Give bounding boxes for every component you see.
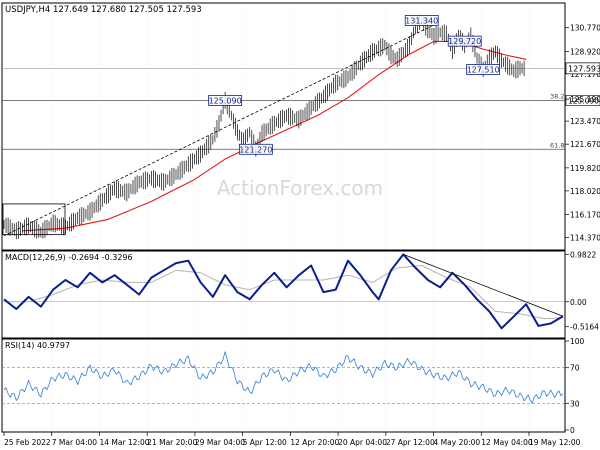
x-tick-label: 5 Apr 12:00 [243, 438, 287, 447]
price-annotation-label: 121.270 [239, 145, 272, 154]
last-price-box [565, 62, 600, 75]
x-tick-label: 14 Mar 12:00 [99, 438, 149, 447]
fib-level-tag-box [565, 95, 600, 106]
x-tick-label: 25 Feb 2022 [4, 438, 51, 447]
macd-y-tick-label: 0.00 [570, 298, 587, 307]
rsi-y-tick-label: 0 [570, 426, 575, 435]
price-y-ticks: 130.770 128.920 127.170 125.190 123.470 121.6… [565, 24, 600, 243]
rsi-line [3, 351, 564, 404]
rsi-y-ticks: 100 70 30 0 [565, 337, 585, 435]
x-tick-label: 29 Mar 04:00 [195, 438, 245, 447]
price-y-tick-label: 125.190 [570, 95, 600, 104]
price-header: USDJPY,H4 127.649 127.680 127.505 127.59… [5, 5, 202, 15]
x-tick-label: 27 Apr 12:00 [386, 438, 435, 447]
x-tick-label: 4 May 20:00 [434, 438, 481, 447]
rsi-grid [2, 367, 565, 404]
consolidation-box [2, 203, 66, 236]
price-y-tick-label: 114.370 [570, 234, 600, 243]
watermark: ActionForex.com [217, 176, 383, 200]
fib-levels: 38.2 125.090 61.8 [2, 92, 600, 150]
rsi-title: RSI(14) 40.9797 [5, 341, 70, 350]
price-annotation-box [447, 35, 482, 47]
price-y-tick-label: 128.920 [570, 47, 600, 56]
price-annotations: 125.090 121.270 131.340 129.720 127.510 [208, 15, 501, 155]
price-annotation-box [238, 143, 273, 155]
x-tick-label: 12 Apr 20:00 [290, 438, 339, 447]
macd-panel-frame [1, 250, 566, 339]
price-annotation-label: 129.720 [448, 37, 481, 46]
x-tick-label: 19 May 12:00 [529, 438, 581, 447]
x-tick-label: 7 Mar 04:00 [52, 438, 98, 447]
last-price-tag: 127.593 [565, 62, 600, 75]
price-y-tick-label: 118.020 [570, 187, 600, 196]
price-y-tick-label: 130.770 [570, 24, 600, 33]
last-price-label: 127.593 [568, 64, 600, 73]
price-annotation-box [208, 94, 243, 106]
x-tick-label: 12 May 04:00 [481, 438, 533, 447]
macd-trendline [403, 254, 564, 317]
fib-level-tag-label: 125.090 [568, 96, 599, 105]
macd-y-tick-label: 0.9822 [570, 250, 596, 259]
price-y-tick-label: 121.670 [570, 140, 600, 149]
price-annotation-label: 127.510 [467, 65, 500, 74]
rsi-y-tick-label: 30 [570, 399, 580, 408]
price-y-tick-label: 116.170 [570, 211, 600, 220]
macd-title: MACD(12,26,9) -0.2694 -0.3296 [5, 253, 133, 262]
macd-line [3, 253, 564, 330]
price-annotation-box [404, 15, 439, 26]
fib-level-label: 38.2 [550, 92, 564, 100]
rsi-series-group [3, 351, 564, 404]
rsi-panel-frame [1, 338, 566, 433]
price-panel-frame [1, 2, 566, 251]
price-annotation-label: 131.340 [405, 16, 438, 25]
macd-y-tick-label: -0.5164 [570, 323, 599, 332]
rsi-panel: RSI(14) 40.9797 100 70 30 0 [1, 337, 585, 435]
macd-signal-line [4, 265, 564, 320]
x-tick-label: 20 Apr 04:00 [338, 438, 387, 447]
fib-level-label: 61.8 [550, 141, 564, 149]
rsi-y-tick-label: 70 [570, 364, 580, 373]
macd-y-ticks: 0.9822 0.00 -0.5164 [565, 250, 599, 332]
price-annotation-box [466, 64, 501, 75]
price-y-tick-label: 127.170 [570, 70, 600, 79]
price-annotation-label: 125.090 [209, 96, 242, 105]
macd-panel: MACD(12,26,9) -0.2694 -0.3296 0.9822 0.00… [1, 250, 599, 339]
price-y-tick-label: 119.820 [570, 164, 600, 173]
price-y-tick-label: 123.470 [570, 117, 600, 126]
x-tick-label: 21 Mar 20:00 [147, 438, 197, 447]
rsi-y-tick-label: 100 [570, 337, 585, 346]
macd-series-group [3, 253, 564, 330]
